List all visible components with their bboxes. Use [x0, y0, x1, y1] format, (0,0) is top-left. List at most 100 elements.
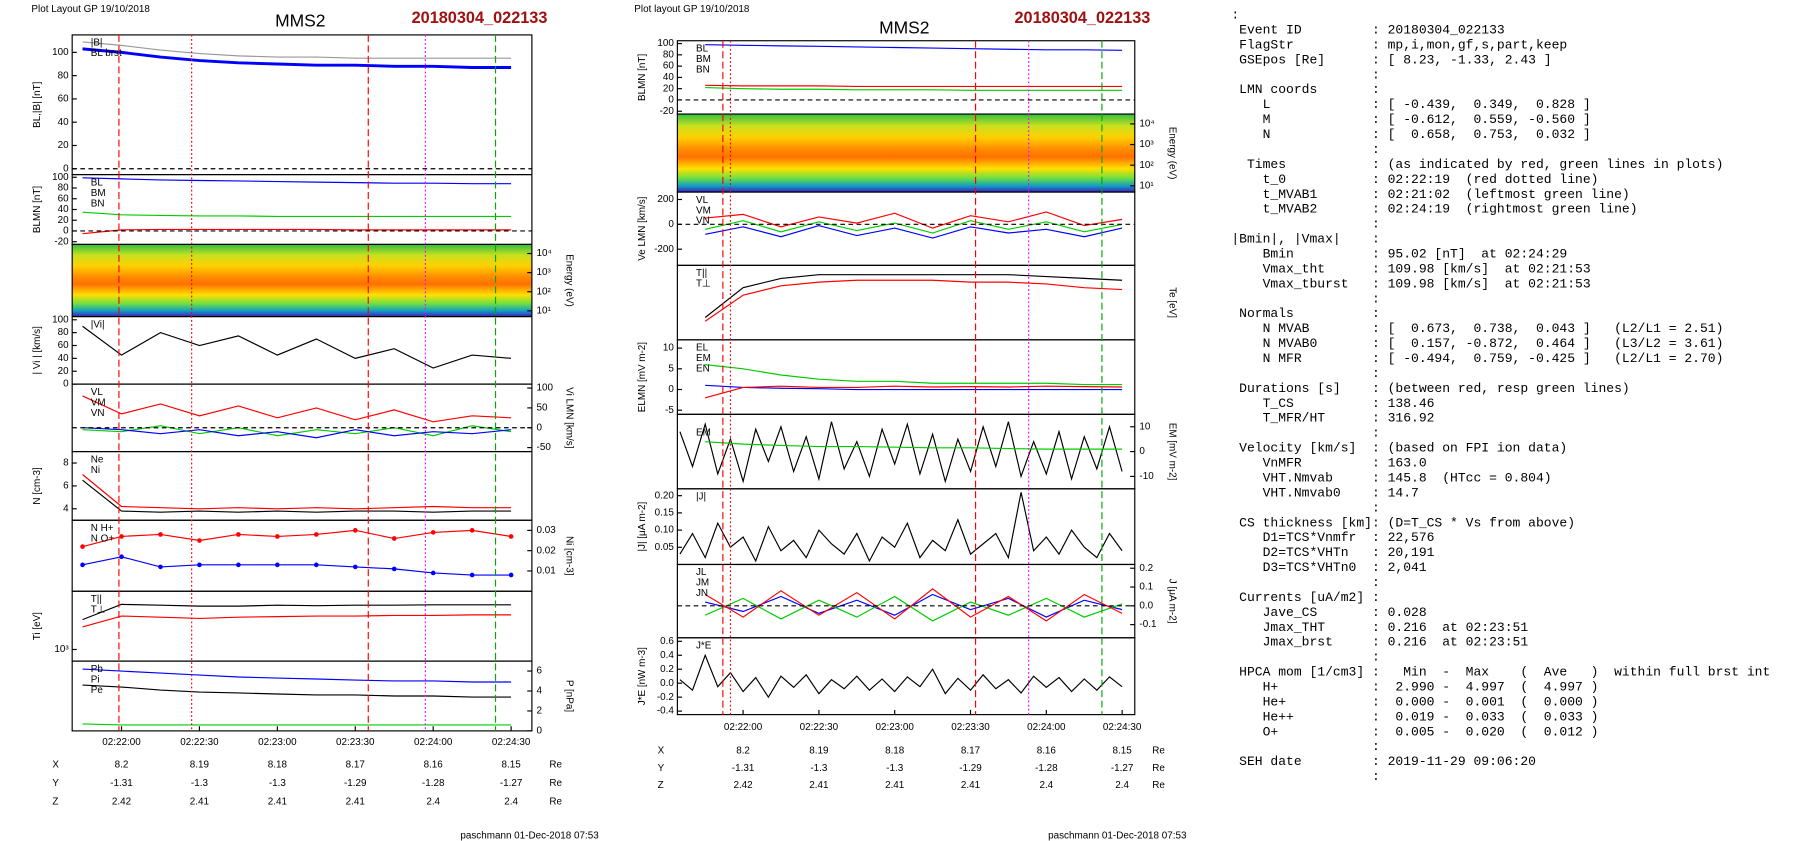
y-axis-label: N [cm-3] [32, 467, 43, 505]
y-tick-label: 0 [668, 384, 674, 395]
panel-frame [676, 191, 1136, 266]
series-line [704, 274, 1123, 318]
legend-entry: |Vi| [91, 319, 105, 330]
summary-line: O+ : 0.005 - 0.020 ( 0.012 ) [1231, 724, 1598, 739]
y-tick-label: 100 [537, 383, 554, 394]
series-point [197, 538, 202, 543]
y-axis-label: J*E [nW m-3] [637, 647, 648, 705]
legend-entry: |B| [91, 38, 103, 49]
legend-entry: BM [91, 188, 106, 199]
series-point [352, 564, 358, 570]
orbit-value: 2.41 [885, 780, 905, 791]
y-tick-label: 5 [668, 363, 674, 374]
y-tick-label: -10 [1139, 471, 1154, 482]
summary-line: VHT.Nmvab0 : 14.7 [1231, 485, 1418, 500]
orbit-value: -1.28 [422, 778, 445, 789]
series-line [82, 425, 512, 437]
legend-entry: T|| [91, 594, 102, 605]
legend-entry: EL [696, 343, 709, 354]
orbit-value: 8.19 [190, 759, 210, 770]
y-tick-label: 20 [663, 83, 674, 94]
orbit-value: 8.18 [268, 759, 288, 770]
orbit-value: -1.29 [344, 778, 367, 789]
summary-line: VnMFR : 163.0 [1231, 456, 1426, 471]
summary-line: Currents [uA/m2] : [1231, 590, 1379, 605]
y-axis-label: J [μA m-2] [1166, 579, 1177, 624]
plot-header: Plot layout GP 19/10/2018 [634, 4, 750, 15]
y-tick-label: 60 [58, 193, 69, 204]
summary-line: FlagStr : mp,i,mon,gf,s,part,keep [1231, 37, 1567, 52]
summary-line: N MVAB0 : [ 0.157, -0.872, 0.464 ] (L3/L… [1231, 336, 1723, 351]
summary-line: N : [ 0.658, 0.753, 0.032 ] [1231, 127, 1590, 142]
y-axis-label: Ni [cm-3] [564, 536, 575, 576]
plot-footer: paschmann 01-Dec-2018 07:53 [1048, 830, 1187, 841]
y-tick-label: 80 [58, 70, 69, 81]
y-tick-label: -50 [537, 442, 552, 453]
panel-frame [71, 315, 533, 385]
orbit-value: 2.4 [1115, 780, 1129, 791]
summary-line: Event ID : 20180304_022133 [1231, 22, 1504, 37]
y-axis-label: ELMN [mV m-2] [637, 342, 648, 412]
summary-line: GSEpos [Re] : [ 8.23, -1.33, 2.43 ] [1231, 52, 1551, 67]
orbit-value: 8.17 [961, 745, 980, 756]
y-tick-label: -0.2 [657, 692, 674, 703]
summary-line: : [1231, 217, 1379, 232]
plot-title: MMS2 [879, 18, 929, 38]
series-line [82, 614, 512, 628]
series-line [82, 427, 512, 439]
summary-line: Vmax_tburst : 109.98 [km/s] at 02:21:53 [1231, 276, 1590, 291]
series-point [158, 532, 163, 537]
y-tick-label: 10⁴ [1139, 119, 1154, 130]
legend-entry: JL [696, 567, 707, 578]
y-tick-label: 80 [663, 49, 674, 60]
summary-line: : [1231, 500, 1379, 515]
y-tick-label: 0.0 [660, 678, 674, 689]
series-line [82, 47, 512, 69]
orbit-value: 8.15 [501, 759, 521, 770]
y-tick-label: 0.2 [1139, 563, 1153, 574]
y-tick-label: 40 [663, 72, 674, 83]
summary-line: : [1231, 769, 1379, 784]
x-tick-label: 02:23:30 [951, 722, 990, 733]
panel-frame [71, 450, 533, 521]
orbit-value: -1.3 [191, 778, 209, 789]
y-tick-label: 0.1 [1139, 582, 1153, 593]
legend-entry: T⊥ [91, 604, 106, 615]
orbit-unit: Re [549, 797, 562, 808]
legend-entry: VM [91, 397, 106, 408]
orbit-value: -1.3 [269, 778, 287, 789]
legend-entry: EM [696, 353, 711, 364]
y-tick-label: -20 [660, 106, 675, 117]
series-line [82, 228, 512, 235]
panel-frame [676, 339, 1136, 415]
orbit-value: 2.41 [961, 780, 981, 791]
summary-line: M : [ -0.612, 0.559, -0.560 ] [1231, 112, 1590, 127]
series-line [705, 220, 1123, 234]
y-tick-label: 0.15 [655, 507, 675, 518]
series-line [82, 684, 512, 698]
x-tick-label: 02:23:00 [258, 737, 297, 748]
x-tick-label: 02:22:30 [800, 722, 839, 733]
series-line [704, 588, 1123, 622]
summary-line: t_0 : 02:22:19 (red dotted line) [1231, 172, 1598, 187]
summary-line: D3=TCS*VHTn0 : 2,041 [1231, 560, 1426, 575]
summary-line: SEH date : 2019-11-29 09:06:20 [1231, 754, 1536, 769]
y-tick-label: 60 [58, 94, 69, 105]
y-axis-label: Te [eV] [1166, 287, 1177, 318]
y-tick-label: 6 [537, 666, 543, 677]
x-tick-label: 02:22:00 [724, 722, 763, 733]
y-tick-label: 0.10 [655, 525, 675, 536]
y-tick-label: 100 [657, 38, 674, 49]
y-tick-label: 10² [1139, 160, 1154, 171]
summary-line: Bmin : 95.02 [nT] at 02:24:29 [1231, 246, 1567, 261]
legend-entry: Ne [91, 454, 104, 465]
orbit-value: 2.41 [268, 797, 288, 808]
y-tick-label: 100 [52, 47, 69, 58]
y-tick-label: 40 [58, 353, 69, 364]
summary-line: HPCA mom [1/cm3] : Min - Max ( Ave ) wit… [1231, 665, 1770, 680]
summary-line: : [1231, 67, 1379, 82]
legend-entry: JN [696, 588, 708, 599]
series-line [82, 529, 512, 548]
legend-entry: VM [696, 205, 711, 216]
y-tick-label: 0 [537, 726, 543, 737]
